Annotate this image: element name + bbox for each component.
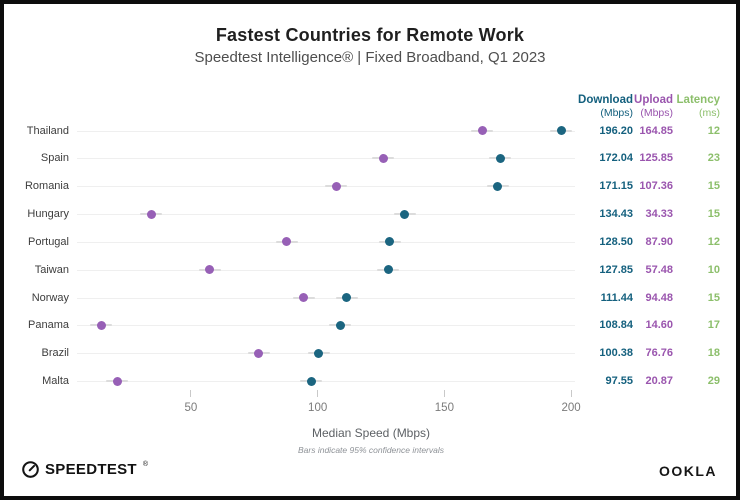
latency-header-unit: (ms) bbox=[699, 107, 720, 119]
ookla-logo: OOKLA bbox=[658, 463, 717, 479]
download-header-unit: (Mbps) bbox=[600, 107, 633, 119]
download-value: 196.20 bbox=[599, 124, 633, 137]
latency-value: 15 bbox=[707, 291, 720, 304]
upload-value: 87.90 bbox=[645, 235, 673, 248]
x-axis-tick bbox=[443, 390, 445, 397]
download-value: 134.43 bbox=[599, 208, 633, 221]
download-value: 127.85 bbox=[599, 263, 633, 276]
download-value: 172.04 bbox=[599, 152, 633, 165]
download-dot bbox=[385, 237, 395, 247]
latency-value: 10 bbox=[707, 263, 720, 276]
speedtest-gauge-icon bbox=[22, 461, 39, 478]
latency-value: 18 bbox=[707, 347, 720, 360]
upload-dot bbox=[254, 348, 264, 358]
speedtest-wordmark: SPEEDTEST bbox=[45, 461, 137, 478]
row-gridline bbox=[77, 214, 575, 215]
upload-value: 125.85 bbox=[639, 152, 673, 165]
latency-value: 29 bbox=[707, 375, 720, 388]
country-label: Hungary bbox=[27, 208, 69, 221]
country-label: Panama bbox=[28, 319, 69, 332]
upload-value: 20.87 bbox=[645, 375, 673, 388]
latency-value: 17 bbox=[707, 319, 720, 332]
chart-title: Fastest Countries for Remote Work bbox=[215, 25, 525, 45]
upload-dot bbox=[112, 376, 122, 386]
x-axis-title: Median Speed (Mbps) bbox=[311, 426, 431, 440]
upload-value: 34.33 bbox=[645, 208, 673, 221]
row-gridline bbox=[77, 298, 575, 299]
latency-value: 12 bbox=[707, 235, 720, 248]
download-column-header: Download (Mbps) bbox=[563, 94, 633, 120]
x-axis-tick-label: 150 bbox=[434, 402, 454, 414]
country-label: Portugal bbox=[28, 235, 69, 248]
upload-value: 14.60 bbox=[645, 319, 673, 332]
upload-value: 164.85 bbox=[639, 124, 673, 137]
download-dot bbox=[314, 348, 324, 358]
speedtest-registered-mark: ® bbox=[142, 461, 149, 468]
upload-header-unit: (Mbps) bbox=[640, 107, 673, 119]
upload-dot bbox=[331, 181, 341, 191]
row-gridline bbox=[77, 158, 575, 159]
download-dot bbox=[556, 126, 566, 135]
download-dot bbox=[342, 293, 352, 303]
download-dot bbox=[383, 265, 393, 275]
download-header-label: Download bbox=[578, 94, 633, 106]
speedtest-logo: SPEEDTEST ® bbox=[21, 460, 148, 479]
country-label: Thailand bbox=[26, 124, 69, 137]
country-label: Norway bbox=[31, 291, 69, 304]
upload-value: 94.48 bbox=[645, 291, 673, 304]
download-value: 111.44 bbox=[600, 291, 633, 304]
x-axis-tick-label: 100 bbox=[308, 402, 328, 414]
upload-dot bbox=[146, 209, 156, 219]
upload-dot bbox=[282, 237, 292, 247]
country-label: Malta bbox=[42, 375, 69, 388]
upload-value: 107.36 bbox=[639, 180, 673, 193]
latency-value: 23 bbox=[707, 152, 720, 165]
country-label: Romania bbox=[24, 180, 69, 193]
chart-subtitle: Speedtest Intelligence® | Fixed Broadban… bbox=[194, 49, 546, 66]
latency-value: 15 bbox=[707, 180, 720, 193]
row-gridline bbox=[77, 381, 575, 382]
upload-value: 76.76 bbox=[645, 347, 673, 360]
row-gridline bbox=[77, 242, 575, 243]
x-axis-tick bbox=[570, 390, 572, 397]
upload-dot bbox=[205, 265, 215, 275]
download-dot bbox=[400, 209, 410, 219]
country-label: Brazil bbox=[41, 347, 69, 360]
upload-dot bbox=[378, 153, 388, 163]
row-gridline bbox=[77, 270, 575, 271]
upload-header-label: Upload bbox=[634, 94, 673, 106]
country-label: Taiwan bbox=[34, 263, 69, 276]
download-dot bbox=[495, 153, 505, 163]
download-value: 108.84 bbox=[599, 319, 633, 332]
upload-dot bbox=[299, 293, 309, 303]
upload-value: 57.48 bbox=[645, 263, 673, 276]
upload-column-header: Upload (Mbps) bbox=[628, 94, 673, 120]
x-axis-tick bbox=[190, 390, 192, 397]
download-value: 171.15 bbox=[599, 180, 633, 193]
upload-dot bbox=[96, 320, 106, 330]
download-dot bbox=[493, 181, 503, 191]
x-axis-tick-label: 50 bbox=[184, 402, 198, 414]
chart-footnote: Bars indicate 95% confidence intervals bbox=[298, 445, 444, 455]
download-value: 128.50 bbox=[599, 235, 633, 248]
x-axis-tick bbox=[317, 390, 319, 397]
download-value: 100.38 bbox=[599, 347, 633, 360]
x-axis-tick-label: 200 bbox=[561, 402, 581, 414]
row-gridline bbox=[77, 325, 575, 326]
download-dot bbox=[335, 320, 345, 330]
upload-dot bbox=[477, 126, 487, 135]
latency-column-header: Latency (ms) bbox=[676, 94, 720, 120]
country-label: Spain bbox=[40, 152, 69, 165]
latency-value: 12 bbox=[707, 124, 720, 137]
latency-header-label: Latency bbox=[676, 94, 720, 106]
latency-value: 15 bbox=[707, 208, 720, 221]
download-dot bbox=[306, 376, 316, 386]
row-gridline bbox=[77, 131, 575, 132]
download-value: 97.55 bbox=[605, 375, 633, 388]
